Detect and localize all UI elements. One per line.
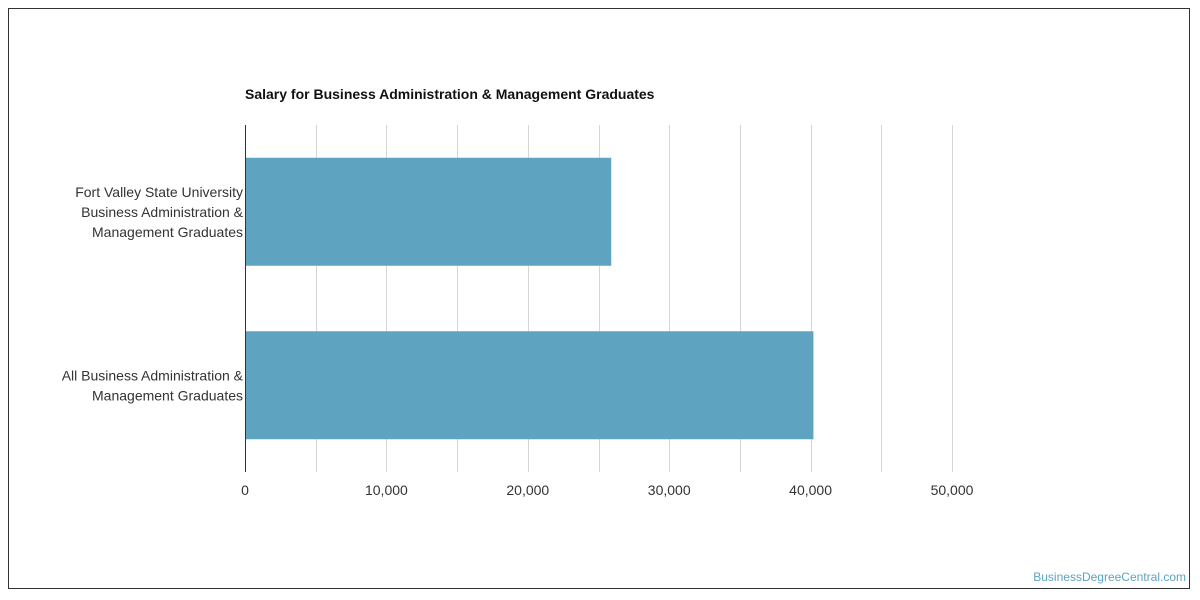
category-label: Fort Valley State University Business Adm…	[75, 184, 243, 240]
category-label-line: Business Administration &	[81, 204, 244, 220]
x-tick-labels: 0 10,000 20,000 30,000 40,000 50,000	[241, 482, 974, 498]
category-label-line: Fort Valley State University	[75, 184, 243, 200]
category-label: All Business Administration & Management …	[62, 367, 244, 403]
x-tick-label: 20,000	[506, 482, 549, 498]
x-tick-label: 50,000	[931, 482, 974, 498]
x-tick-label: 30,000	[648, 482, 691, 498]
x-tick-label: 40,000	[789, 482, 832, 498]
x-tick-label: 0	[241, 482, 249, 498]
category-label-line: Management Graduates	[92, 387, 243, 403]
bars	[245, 157, 814, 440]
category-label-line: All Business Administration &	[62, 367, 244, 383]
bar	[245, 157, 612, 266]
watermark: BusinessDegreeCentral.com	[1033, 570, 1186, 584]
category-label-line: Management Graduates	[92, 224, 243, 240]
x-tick-label: 10,000	[365, 482, 408, 498]
bar	[245, 331, 814, 440]
chart-title: Salary for Business Administration & Man…	[245, 86, 655, 102]
category-labels: Fort Valley State University Business Adm…	[62, 184, 244, 404]
